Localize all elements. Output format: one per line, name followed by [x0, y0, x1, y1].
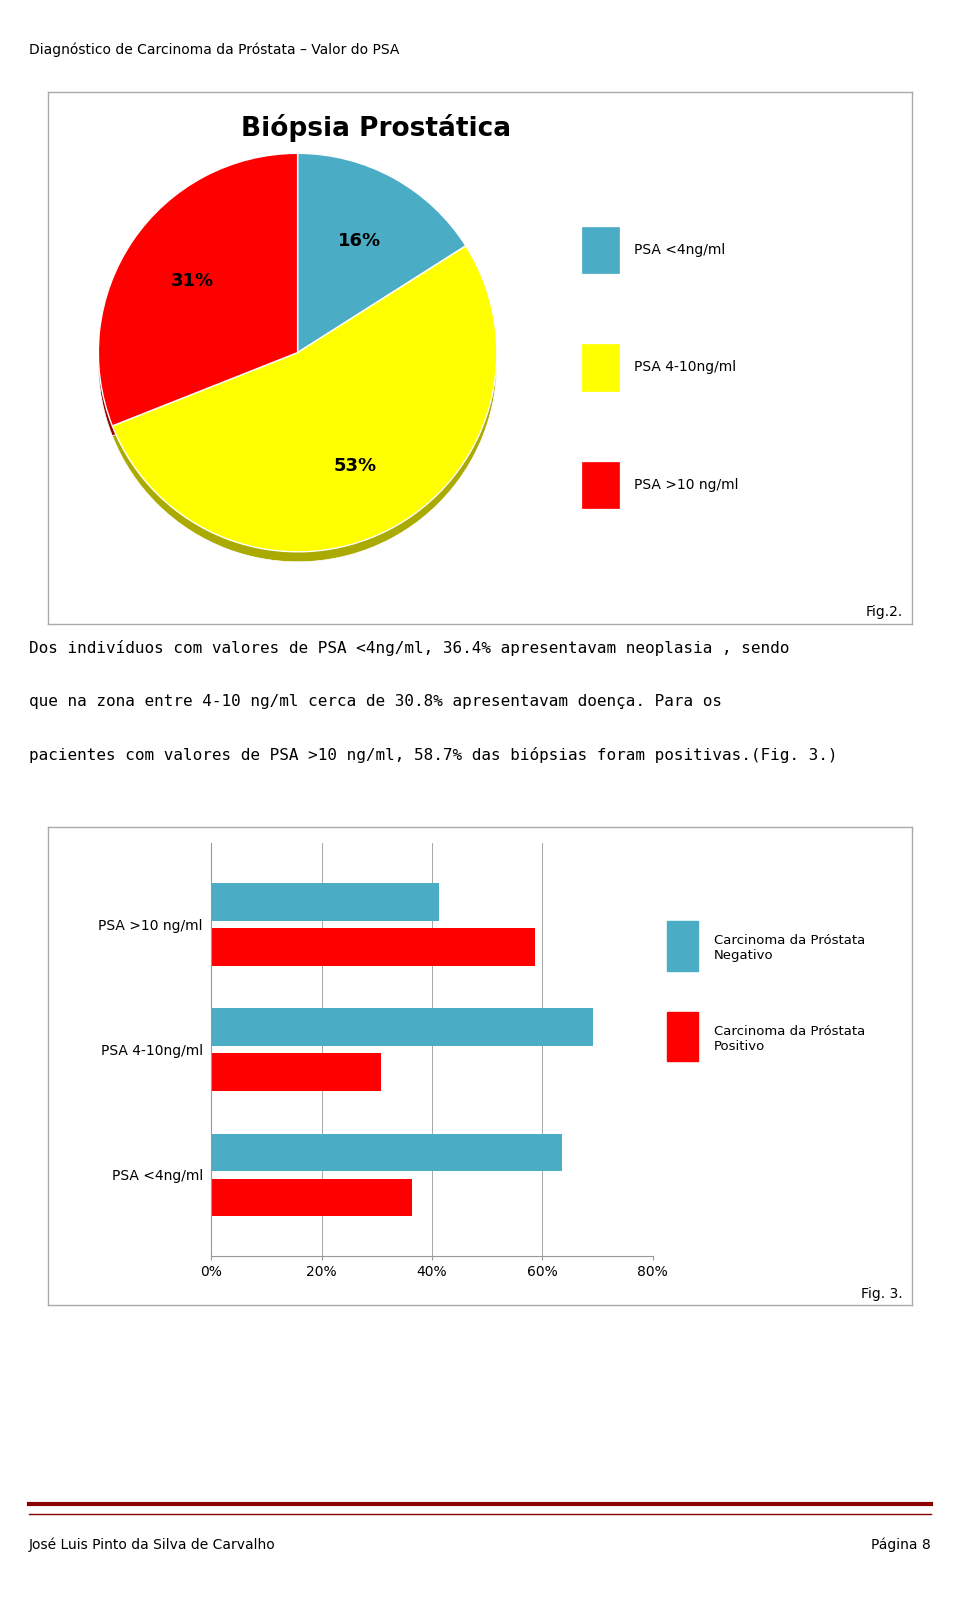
Wedge shape: [298, 164, 466, 363]
Bar: [211, 1008, 593, 1046]
Text: Biópsia Prostática: Biópsia Prostática: [241, 113, 512, 141]
Bar: [582, 344, 619, 391]
Wedge shape: [98, 164, 298, 436]
Bar: [211, 1178, 412, 1216]
Bar: [667, 921, 698, 971]
Bar: [211, 1133, 563, 1170]
Text: José Luis Pinto da Silva de Carvalho: José Luis Pinto da Silva de Carvalho: [29, 1538, 276, 1551]
Wedge shape: [298, 154, 466, 353]
Bar: [667, 1012, 698, 1062]
Text: Fig.2.: Fig.2.: [865, 605, 902, 619]
Text: PSA >10 ng/ml: PSA >10 ng/ml: [634, 478, 738, 493]
Wedge shape: [112, 256, 497, 562]
Text: Página 8: Página 8: [872, 1538, 931, 1551]
Bar: [211, 883, 439, 921]
Text: que na zona entre 4-10 ng/ml cerca de 30.8% apresentavam doença. Para os: que na zona entre 4-10 ng/ml cerca de 30…: [29, 694, 722, 708]
Bar: [582, 227, 619, 272]
Wedge shape: [112, 246, 497, 551]
Text: Dos indivíduos com valores de PSA <4ng/ml, 36.4% apresentavam neoplasia , sendo: Dos indivíduos com valores de PSA <4ng/m…: [29, 640, 789, 657]
Bar: [211, 1054, 381, 1091]
Text: 53%: 53%: [334, 457, 377, 475]
Text: PSA 4-10ng/ml: PSA 4-10ng/ml: [634, 360, 735, 374]
Bar: [211, 929, 536, 966]
Text: PSA <4ng/ml: PSA <4ng/ml: [634, 243, 725, 256]
Wedge shape: [98, 154, 298, 426]
Text: Carcinoma da Próstata
Negativo: Carcinoma da Próstata Negativo: [713, 934, 865, 961]
Text: Fig. 3.: Fig. 3.: [861, 1287, 902, 1302]
Text: 31%: 31%: [171, 272, 214, 290]
Text: pacientes com valores de PSA >10 ng/ml, 58.7% das biópsias foram positivas.(Fig.: pacientes com valores de PSA >10 ng/ml, …: [29, 747, 837, 763]
Text: Carcinoma da Próstata
Positivo: Carcinoma da Próstata Positivo: [713, 1024, 865, 1052]
Text: Diagnóstico de Carcinoma da Próstata – Valor do PSA: Diagnóstico de Carcinoma da Próstata – V…: [29, 42, 399, 57]
Text: 16%: 16%: [338, 232, 380, 250]
Bar: [582, 462, 619, 509]
